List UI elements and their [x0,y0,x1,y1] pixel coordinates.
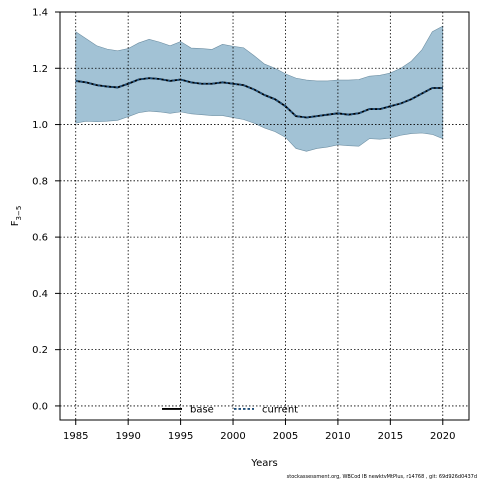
series-line-layer [75,77,443,119]
x-tick-label: 2000 [220,431,245,442]
y-tick-label: 1.0 [32,120,48,131]
x-tick-label: 1995 [168,431,193,442]
x-tick-label: 2010 [325,431,350,442]
x-tick-label: 2015 [378,431,403,442]
x-tick-label: 1990 [115,431,140,442]
x-axis-title: Years [250,458,277,469]
y-axis-title: F3−5 [10,206,23,227]
x-axis-ticks: 1985 1990 1995 2000 2005 2010 2015 2020 [63,420,456,442]
plot-area-frame [59,11,470,421]
y-axis-title-main: F [10,220,21,226]
svg-text:F3−5: F3−5 [10,206,23,227]
y-tick-label: 0.6 [32,233,48,244]
legend-label-base: base [190,404,214,415]
y-tick-label: 0.0 [32,401,48,412]
footer-caption: stockassessment.org, WBCod IB newktvMtPl… [287,474,477,480]
legend: base current [162,404,298,415]
series-line-current [75,77,443,119]
legend-label-current: current [262,404,298,415]
y-tick-label: 1.4 [32,8,48,19]
x-tick-label: 2005 [273,431,298,442]
y-tick-label: 0.8 [32,176,48,187]
y-axis-title-subscript: 3−5 [15,206,23,221]
x-tick-label: 1985 [63,431,88,442]
y-axis-ticks: 0.0 0.2 0.4 0.6 0.8 1.0 1.2 1.4 [32,8,60,412]
y-tick-label: 0.4 [32,289,48,300]
y-tick-label: 1.2 [32,64,48,75]
x-tick-label: 2020 [430,431,455,442]
y-tick-label: 0.2 [32,345,48,356]
